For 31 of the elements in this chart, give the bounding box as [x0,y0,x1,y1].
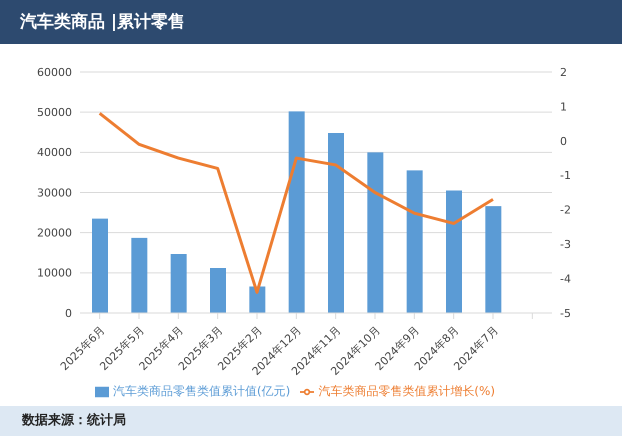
bar [328,133,344,313]
line-series [98,112,494,294]
bar [367,152,384,313]
y2-tick-label: -5 [560,306,571,320]
bar [249,286,266,313]
legend-label: 汽车类商品零售类值累计增长(%) [318,384,496,398]
y2-tick-label: 2 [560,66,567,79]
y-tick-label: 30000 [37,186,72,200]
y2-tick-label: 0 [560,134,567,148]
y-tick-label: 10000 [37,266,72,280]
bar [485,206,502,313]
bar [210,268,226,313]
y-tick-label: 20000 [37,226,72,240]
bar [288,111,305,313]
y-tick-label: 40000 [37,146,72,160]
y-tick-label: 0 [65,306,72,320]
bar [170,254,187,313]
bar [92,218,108,313]
bar [446,190,462,313]
chart-title: 汽车类商品 |累计零售 [0,0,622,44]
y-tick-label: 50000 [37,106,72,120]
y2-tick-label: -2 [560,204,571,217]
y-tick-label: 60000 [37,66,72,79]
bar [131,238,148,313]
y2-tick-label: 1 [560,100,567,114]
bar [406,170,423,313]
y2-tick-label: -3 [560,238,571,252]
legend-label: 汽车类商品零售类值累计值(亿元) [112,384,290,398]
y2-tick-label: -1 [560,169,571,182]
y2-tick-label: -4 [560,272,571,286]
source-note: 数据来源：统计局 [22,413,126,428]
